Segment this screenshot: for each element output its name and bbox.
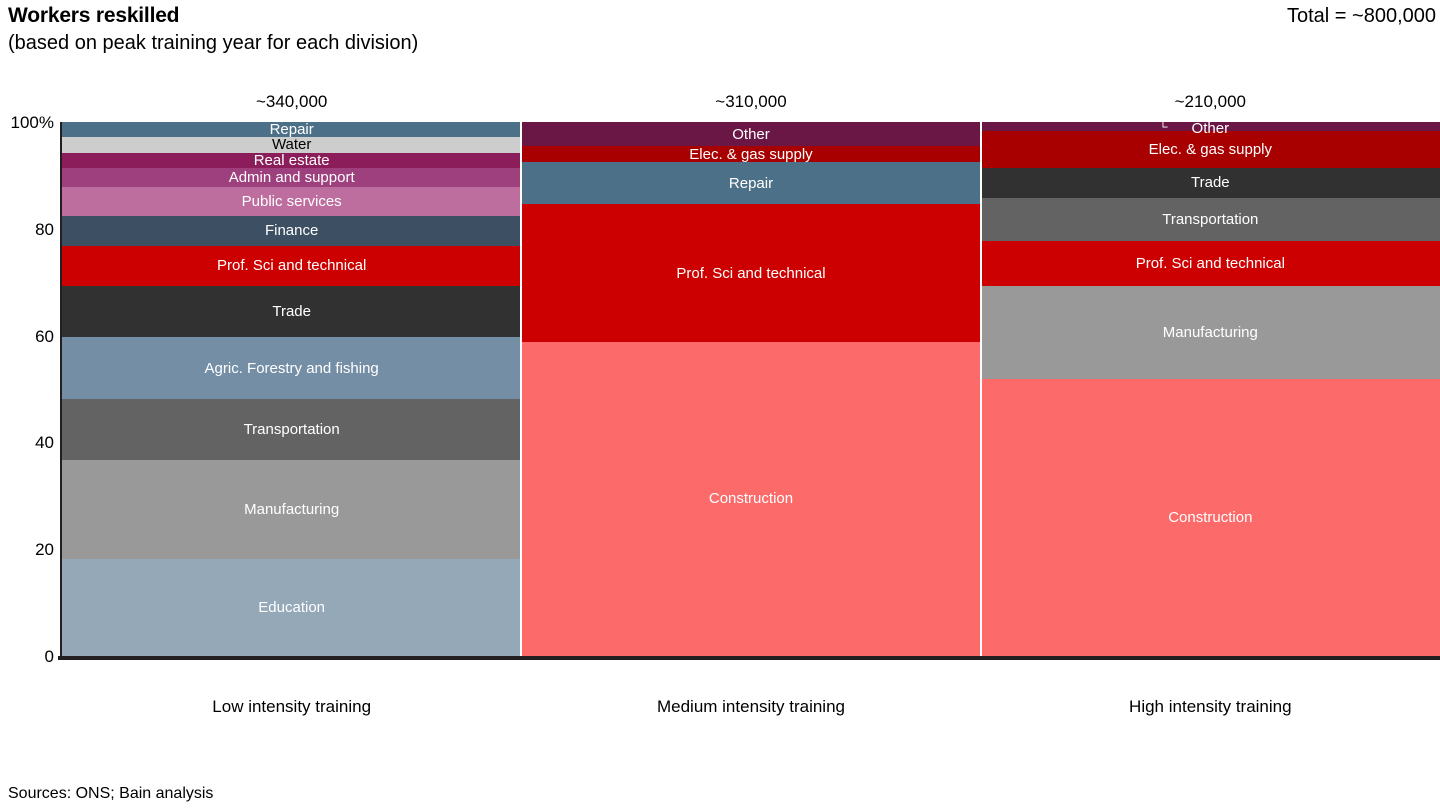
column-separator	[520, 122, 523, 656]
y-axis-line	[60, 122, 62, 660]
bar-segment-label: Construction	[708, 490, 794, 508]
stacked-bar-chart: Repair Water Real estate Admin and support P…	[62, 119, 1440, 656]
bar-segment[interactable]: Trade	[62, 285, 522, 338]
leader-tick-icon: └	[1158, 119, 1168, 134]
bar-segment-label: Real estate	[253, 151, 330, 169]
bar-segment-label: Manufacturing	[1162, 323, 1258, 341]
bar-segment-label: Manufacturing	[244, 501, 340, 519]
y-axis-tick-20: 20	[35, 540, 54, 560]
page-subtitle: (based on peak training year for each di…	[8, 32, 419, 54]
bar-segment-label: Trade	[272, 303, 311, 321]
x-axis-label-2: Medium intensity training	[656, 697, 845, 716]
bar-segment[interactable]: Elec. & gas supply	[521, 145, 981, 163]
bar-segment[interactable]: Construction	[521, 342, 981, 656]
bar-segment[interactable]: Prof. Sci and technical	[521, 204, 981, 342]
bar-segment[interactable]: Construction	[980, 378, 1440, 656]
column-separator	[979, 122, 982, 656]
bar-segment[interactable]: Real estate	[62, 151, 522, 169]
y-axis-tick-80: 80	[35, 219, 54, 239]
bar-segment[interactable]: Manufacturing	[980, 285, 1440, 379]
bar-segment-label: Public services	[241, 193, 342, 211]
bar-segment-label: Agric. Forestry and fishing	[204, 359, 379, 377]
x-axis-label-3: High intensity training	[1129, 697, 1292, 716]
bar-segment-label: Construction	[1168, 508, 1253, 526]
bar-segment-label: Elec. & gas supply	[689, 145, 813, 163]
bar-segment-label: Transportation	[243, 421, 340, 439]
y-axis: 100% 80 60 40 20 0	[0, 110, 62, 670]
chart-header: Workers reskilled (based on peak trainin…	[0, 0, 1440, 70]
bar-segment[interactable]: Trade	[980, 167, 1440, 198]
bar-segment[interactable]: Manufacturing	[62, 460, 522, 560]
bar-segment[interactable]: Public services	[62, 187, 522, 216]
bar-segment-label: Repair	[728, 174, 774, 192]
bar-segment-label: Transportation	[1162, 210, 1259, 228]
bar-segment-label: Finance	[264, 222, 319, 240]
bar-segment[interactable]: Other	[521, 122, 981, 147]
bar-segment-label: Education	[258, 599, 326, 617]
bar-segment-label: Other	[732, 125, 770, 143]
bar-segment[interactable]: Transportation	[980, 197, 1440, 242]
bar-segment[interactable]: Repair	[62, 120, 522, 138]
column-total-label: ~340,000	[255, 92, 328, 111]
bar-segment[interactable]: Prof. Sci and technical	[980, 241, 1440, 286]
bar-segment[interactable]: Finance	[62, 215, 522, 246]
bar-segment-label: Prof. Sci and technical	[217, 257, 367, 275]
bar-segment-label: Prof. Sci and technical	[1135, 255, 1285, 272]
bar-segment[interactable]: Agric. Forestry and fishing	[62, 337, 522, 400]
y-axis-tick-40: 40	[35, 433, 54, 453]
column-total-label: ~310,000	[715, 92, 787, 111]
bar-segment[interactable]: Education	[62, 559, 522, 656]
total-annotation: Total = ~800,000	[1286, 5, 1436, 27]
bar-segment-label: Trade	[1191, 174, 1230, 192]
y-axis-tick-0: 0	[44, 647, 54, 666]
source-note: Sources: ONS; Bain analysis	[8, 785, 214, 802]
bar-segment[interactable]: Repair	[521, 162, 981, 205]
y-axis-tick-60: 60	[35, 326, 54, 346]
bar-segment[interactable]: Transportation	[62, 399, 522, 461]
bar-segment-label: Repair	[269, 120, 314, 138]
page-title: Workers reskilled	[8, 4, 180, 27]
bar-segment[interactable]: Water	[62, 136, 522, 154]
x-axis-line	[58, 656, 1440, 660]
bar-segment-label: Prof. Sci and technical	[676, 264, 826, 282]
bar-column-3[interactable]: Other └ Elec. & gas supply Trade Transportat…	[980, 119, 1440, 656]
y-axis-tick-100pct: 100%	[10, 113, 54, 132]
bar-segment[interactable]: Prof. Sci and technical	[62, 245, 522, 286]
bar-segment[interactable]: Elec. & gas supply	[980, 131, 1440, 168]
x-axis-label-1: Low intensity training	[212, 697, 372, 716]
bar-column-1[interactable]: Repair Water Real estate Admin and support P…	[62, 120, 522, 656]
bar-segment-label: Elec. & gas supply	[1148, 140, 1273, 158]
bar-segment[interactable]: Other └	[980, 119, 1440, 136]
column-total-label: ~210,000	[1174, 92, 1247, 111]
bar-segment[interactable]: Admin and support	[62, 167, 522, 188]
bar-column-2[interactable]: Other Elec. & gas supply Repair Prof. Sci a…	[521, 122, 981, 656]
bar-segment-label: Admin and support	[228, 169, 355, 187]
bar-segment-label: Water	[271, 136, 312, 154]
